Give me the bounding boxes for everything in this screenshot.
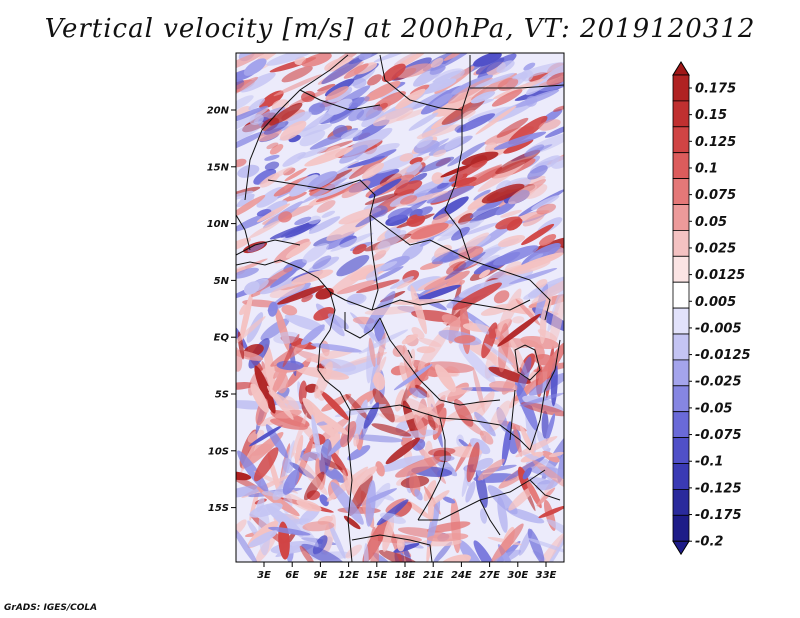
colorbar-swatch: [672, 255, 690, 283]
colorbar-label: -0.005: [695, 321, 742, 336]
colorbar-label: -0.075: [695, 428, 742, 443]
lat-tick-label: 5N: [214, 276, 230, 287]
lat-tick-label: 20N: [207, 106, 230, 117]
latitude-axis: 20N 15N 10N 5N EQ 5S 10S 15S: [207, 106, 236, 514]
lon-tick-label: 24E: [451, 570, 472, 581]
colorbar-swatch: [672, 488, 690, 516]
colorbar-swatch: [672, 100, 690, 128]
map-title: Vertical velocity [m/s] at 200hPa, VT: 2…: [44, 14, 756, 44]
colorbar-label: 0.075: [695, 188, 736, 203]
colorbar-swatch: [672, 178, 690, 205]
lon-tick-label: 12E: [338, 570, 359, 581]
lat-tick-label: 5S: [215, 390, 229, 401]
colorbar-label: 0.15: [695, 108, 727, 123]
colorbar-swatch: [672, 307, 690, 335]
lon-tick-label: 9E: [314, 570, 328, 581]
lon-tick-label: 27E: [479, 570, 500, 581]
colorbar-label: 0.025: [695, 241, 736, 256]
colorbar-swatch: [672, 74, 690, 102]
colorbar-swatch: [672, 204, 690, 231]
colorbar-swatch: [672, 152, 690, 179]
colorbar-label: -0.2: [695, 535, 723, 550]
lon-tick-label: 3E: [257, 570, 271, 581]
colorbar-label: -0.025: [695, 375, 742, 390]
colorbar-top-arrow: [672, 61, 690, 76]
country-borders: [236, 54, 564, 562]
colorbar-swatch: [672, 281, 690, 309]
colorbar-label: -0.05: [695, 401, 732, 416]
lat-tick-label: 15N: [207, 162, 230, 173]
lon-tick-label: 21E: [423, 570, 444, 581]
velocity-field: [236, 53, 564, 562]
colorbar-label: 0.175: [695, 82, 736, 97]
colorbar-swatch: [672, 437, 690, 464]
lat-tick-label: 15S: [208, 503, 229, 514]
lat-tick-label: 10S: [208, 446, 229, 457]
colorbar-label: 0.125: [695, 135, 736, 150]
colorbar-bottom-arrow: [672, 540, 690, 556]
lat-tick-label: EQ: [214, 333, 230, 344]
colorbar-swatch: [672, 514, 690, 542]
colorbar-label: 0.0125: [695, 268, 745, 283]
colorbar-swatch: [672, 411, 690, 439]
lon-tick-label: 15E: [366, 570, 387, 581]
lon-tick-label: 18E: [395, 570, 416, 581]
colorbar-swatch: [672, 229, 690, 257]
lon-tick-label: 30E: [507, 570, 528, 581]
colorbar-swatch: [672, 359, 690, 387]
lat-tick-label: 10N: [207, 219, 230, 230]
longitude-axis: 3E 6E 9E 12E 15E 18E 21E 24E 27E 30E 33E: [257, 562, 557, 581]
grads-credit: GrADS: IGES/COLA: [4, 603, 98, 613]
map-frame: [235, 52, 565, 563]
colorbar-swatch: [672, 463, 690, 490]
lon-tick-label: 6E: [285, 570, 299, 581]
colorbar-label: -0.1: [695, 455, 723, 470]
colorbar-swatch: [672, 333, 690, 361]
colorbar-label: 0.05: [695, 215, 727, 230]
colorbar-label: -0.175: [695, 508, 742, 523]
colorbar-label: 0.1: [695, 161, 718, 176]
colorbar-swatch: [672, 385, 690, 413]
lon-tick-label: 33E: [536, 570, 557, 581]
colorbar-label: -0.125: [695, 481, 742, 496]
colorbar: 0.175 0.15 0.125 0.1 0.075 0.05 0.025 0.0125 0.0…: [672, 61, 751, 556]
colorbar-swatch: [672, 126, 690, 154]
colorbar-label: -0.0125: [695, 348, 751, 363]
colorbar-label: 0.005: [695, 295, 736, 310]
